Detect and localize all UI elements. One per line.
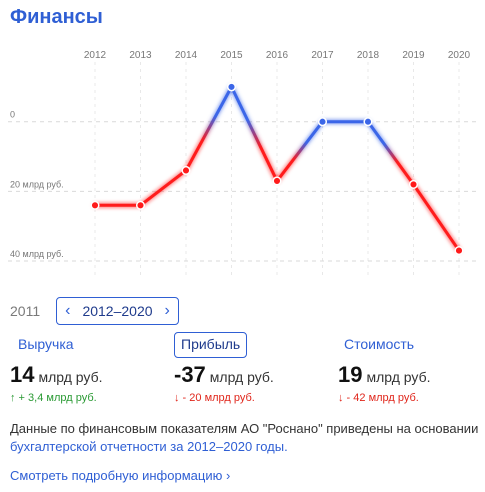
series-line-segment [275,120,324,183]
x-tick-label: 2013 [129,50,152,61]
x-tick-label: 2016 [266,50,289,61]
data-point [226,82,237,92]
data-point [317,117,328,127]
report-link[interactable]: бухгалтерской отчетности за 2012–2020 го… [10,439,288,454]
x-tick-label: 2015 [220,50,243,61]
x-tick-label: 2019 [402,50,425,61]
previous-year-link[interactable]: 2011 [10,303,41,319]
tab-revenue[interactable]: Выручка [18,336,74,352]
value-delta: ↓ - 42 млрд руб. [338,392,419,404]
series-line-segment [184,85,233,172]
data-source-note: Данные по финансовым показателям АО "Рос… [10,420,480,456]
value-number: 19 [338,362,363,387]
y-tick-label: 20 млрд руб. [10,179,64,189]
profit-number: -37 [174,362,206,387]
x-tick-label: 2018 [357,50,380,61]
tab-profit[interactable]: Прибыль [174,332,248,358]
series-line-segment [230,85,279,183]
period-selector-row: 2011 ‹ 2012–2020 › [10,296,179,326]
y-tick-label: 40 млрд руб. [10,249,64,259]
x-tick-label: 2012 [84,50,107,61]
period-range: 2012–2020 [82,303,153,319]
tab-value[interactable]: Стоимость [344,336,415,352]
section-title: Финансы [10,6,103,28]
y-tick-label: 0 [10,110,15,120]
series-line-segment [139,168,188,207]
data-point [135,200,146,210]
more-info-link[interactable]: Смотреть подробную информацию › [10,468,231,483]
data-point [363,117,373,127]
series-line-segment [412,182,461,253]
revenue-delta: ↑ + 3,4 млрд руб. [10,392,97,404]
data-point [90,200,100,210]
value-unit: млрд руб. [366,369,431,385]
series-line-segment [366,120,415,186]
revenue-unit: млрд руб. [38,369,103,385]
note-text: Данные по финансовым показателям АО "Рос… [10,421,479,436]
profit-unit: млрд руб. [209,369,274,385]
profit-delta: ↓ - 20 млрд руб. [174,392,255,404]
value-value: 19 млрд руб. [338,362,431,388]
data-point [272,176,282,186]
chevron-right-icon[interactable]: › [164,302,170,319]
revenue-value: 14 млрд руб. [10,362,103,388]
data-point [454,246,464,256]
profit-line-chart: 2012 2013 2014 2015 2016 2017 2018 2019 2020 0 20… [8,50,480,276]
data-point [408,179,419,189]
revenue-number: 14 [10,362,35,387]
profit-value: -37 млрд руб. [174,362,274,388]
data-point [181,165,191,176]
x-tick-label: 2017 [311,50,334,61]
x-tick-label: 2014 [175,50,198,61]
period-picker[interactable]: ‹ 2012–2020 › [56,297,179,325]
x-tick-label: 2020 [448,50,471,61]
chevron-left-icon[interactable]: ‹ [65,302,71,319]
